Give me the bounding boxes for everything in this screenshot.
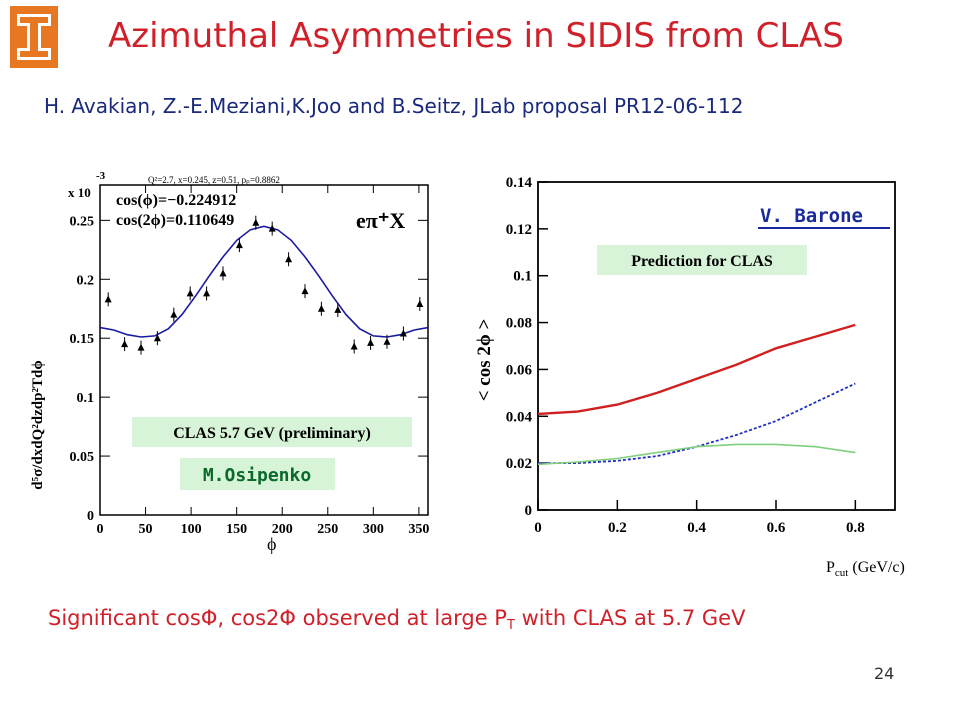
clas-label-box — [132, 417, 412, 447]
left-xtick-label: 150 — [226, 522, 247, 537]
left-xtick-label: 300 — [363, 522, 384, 537]
left-ytick-label: 0.25 — [70, 214, 95, 229]
right-ytick-label: 0 — [525, 503, 533, 519]
right-xtick-label: 0 — [534, 520, 542, 536]
osipenko-label: M.Osipenko — [203, 465, 311, 486]
left-axes: 0 50 100 150 200 250 300 350 0 0.05 0.1 0.15 0.2 0.25 — [70, 184, 429, 537]
red-curve — [537, 323, 856, 416]
data-point — [334, 305, 342, 313]
fit-result-cos: cos(ϕ)=−0.224912 — [116, 192, 236, 209]
data-point — [252, 218, 260, 226]
left-ylabel: d⁵σ/dxdQ²dzdp²Tdϕ — [30, 360, 46, 489]
data-point — [170, 310, 178, 318]
right-marks — [537, 323, 856, 466]
left-ytick-label: 0 — [87, 509, 94, 524]
left-xtick-label: 200 — [272, 522, 293, 537]
right-xtick-label: 0.6 — [767, 520, 786, 536]
fit-result-cos2: cos(2ϕ)=0.110649 — [116, 212, 234, 229]
left-plot: 0 50 100 150 200 250 300 350 0 0.05 0.1 0.15 0.2 0.25… — [30, 170, 429, 554]
left-ytick-label: 0.1 — [77, 391, 95, 406]
left-ytick-label: 0.2 — [77, 273, 95, 288]
left-xtick-label: 50 — [139, 522, 153, 537]
data-point — [317, 304, 325, 312]
data-point — [268, 224, 276, 232]
prediction-box — [597, 245, 807, 275]
data-point — [104, 295, 112, 303]
osipenko-box — [180, 458, 335, 490]
right-ylabel: < cos 2ϕ > — [474, 319, 495, 402]
clas-label: CLAS 5.7 GeV (preliminary) — [173, 425, 371, 442]
data-point — [285, 255, 293, 263]
right-xtick-label: 0.2 — [608, 520, 627, 536]
right-xlabel: Pcut (GeV/c) — [826, 559, 905, 579]
right-xtick-label: 0.8 — [846, 520, 865, 536]
data-point — [350, 342, 358, 350]
data-point — [137, 343, 145, 351]
right-ytick-label: 0.08 — [506, 316, 532, 332]
plot-header: Q²=2.7, x=0.245, z=0.51, pₚ=0.8862 — [148, 175, 280, 185]
left-xtick-label: 250 — [317, 522, 338, 537]
data-point — [416, 300, 424, 308]
data-point — [121, 340, 129, 348]
right-ytick-label: 0.12 — [506, 222, 532, 238]
right-ytick-label: 0.06 — [506, 362, 533, 378]
page-number: 24 — [874, 664, 895, 683]
data-point — [203, 289, 211, 297]
slide-title: Azimuthal Asymmetries in SIDIS from CLAS — [108, 16, 844, 56]
reaction-label: eπ⁺X — [356, 208, 405, 233]
barone-label: V. Barone — [760, 205, 863, 227]
data-point — [186, 289, 194, 297]
right-ytick-label: 0.1 — [513, 269, 532, 285]
left-xlabel: ϕ — [267, 534, 276, 554]
left-marks — [99, 215, 429, 355]
exponent-label: x 10 — [68, 185, 91, 200]
right-axes: 0 0.2 0.4 0.6 0.8 0 0.02 0.04 0.06 0.08 0.1 0.12 0.1… — [506, 175, 896, 536]
data-point — [367, 338, 375, 346]
fit-curve — [99, 225, 429, 338]
authors-line: H. Avakian, Z.-E.Meziani,K.Joo and B.Sei… — [44, 94, 744, 118]
data-point — [153, 334, 161, 342]
prediction-label: Prediction for CLAS — [631, 253, 773, 270]
data-point — [383, 337, 391, 345]
left-ytick-label: 0.05 — [70, 450, 95, 465]
right-ytick-label: 0.04 — [506, 409, 533, 425]
left-xtick-label: 350 — [408, 522, 429, 537]
summary-caption: Significant cosΦ, cos2Φ observed at larg… — [48, 606, 746, 633]
right-ytick-label: 0.02 — [506, 456, 532, 472]
exponent-power: -3 — [96, 170, 106, 182]
right-xtick-label: 0.4 — [687, 520, 706, 536]
blue-dotted-curve — [538, 382, 856, 464]
data-point — [219, 269, 227, 277]
university-logo — [10, 6, 58, 68]
left-ytick-label: 0.15 — [70, 332, 95, 347]
data-point — [399, 329, 407, 337]
left-xtick-label: 0 — [97, 522, 104, 537]
left-frame — [99, 184, 429, 516]
data-point — [235, 241, 243, 249]
right-plot: 0 0.2 0.4 0.6 0.8 0 0.02 0.04 0.06 0.08 0.1 0.12 0.1… — [474, 175, 905, 579]
right-frame — [537, 181, 896, 511]
right-ytick-label: 0.14 — [506, 175, 533, 191]
green-curve — [537, 443, 856, 466]
data-point — [301, 287, 309, 295]
left-xtick-label: 100 — [181, 522, 202, 537]
